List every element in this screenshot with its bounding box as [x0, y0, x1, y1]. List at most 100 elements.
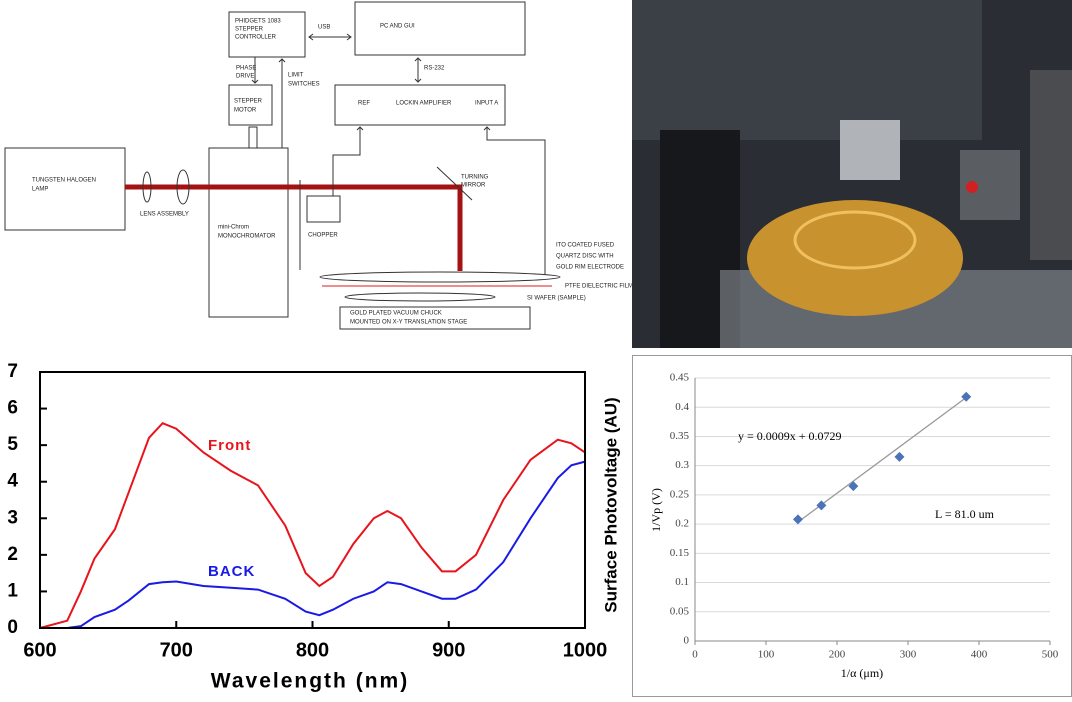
label: LAMP: [32, 187, 48, 193]
label: REF: [358, 101, 370, 107]
y-tick-label: 5: [7, 434, 18, 455]
lockin-box: [334, 84, 506, 126]
label: INPUT A: [475, 101, 498, 107]
photo-disc: [747, 200, 963, 316]
y-tick-label: 0.45: [670, 372, 690, 384]
x-tick-label: 600: [23, 639, 56, 661]
y-tick-label: 0.4: [675, 401, 689, 413]
label: LIMIT: [288, 73, 304, 79]
trendline: [797, 396, 967, 523]
label: MONOCHROMATOR: [218, 234, 276, 240]
label: PC AND GUI: [380, 24, 415, 30]
x-tick-label: 700: [160, 639, 193, 661]
y-tick-label: 4: [7, 471, 18, 492]
photo-electrode: [793, 210, 917, 270]
label: RS-232: [424, 66, 445, 72]
point: [792, 514, 803, 525]
y-tick-label: 0: [684, 635, 690, 647]
shaft: [248, 126, 258, 149]
scatter-panel: [632, 355, 1072, 697]
y-tick-label: 2: [7, 544, 18, 565]
label: LOCKIN AMPLIFIER: [396, 101, 452, 107]
mirror: [436, 166, 473, 201]
label: STEPPER: [235, 27, 264, 33]
x-tick-label: 200: [829, 649, 846, 661]
y-tick-label: 3: [7, 507, 18, 528]
x-tick-label: 400: [971, 649, 988, 661]
y-tick-label: 1: [7, 580, 18, 601]
point: [894, 451, 905, 462]
point: [961, 391, 972, 402]
y-axis-label: Surface Photovoltage (AU): [601, 397, 620, 612]
x-tick-label: 800: [296, 639, 329, 661]
label: ITO COATED FUSED: [556, 243, 615, 249]
label: mini-Chrom: [218, 225, 249, 231]
controller-box: [228, 11, 306, 58]
x-tick-label: 1000: [563, 639, 608, 661]
photo: [632, 0, 1072, 348]
lens: [176, 169, 190, 205]
label: PTFE DIELECTRIC FILM: [565, 284, 633, 290]
label: GOLD PLATED VACUUM CHUCK: [350, 311, 442, 317]
photo-knob: [966, 181, 978, 193]
si-wafer: [344, 292, 496, 302]
y-tick-label: 0: [7, 617, 18, 638]
y-tick-label: 0.3: [675, 459, 689, 471]
series-label: BACK: [208, 563, 255, 580]
label: GOLD RIM ELECTRODE: [556, 265, 624, 271]
photo-stage: [1030, 70, 1072, 260]
photo-wall: [632, 0, 982, 140]
label: TUNGSTEN HALOGEN: [32, 178, 96, 184]
arrow: [332, 126, 364, 196]
label: SWITCHES: [288, 82, 320, 88]
label: MOTOR: [234, 108, 257, 114]
label: PHIDGETS 1083: [235, 19, 281, 25]
pc-box: [354, 1, 526, 56]
y-tick-label: 0.05: [670, 605, 690, 617]
data-line: [39, 422, 586, 629]
lens: [142, 171, 152, 203]
label: SI WAFER (SAMPLE): [527, 296, 586, 302]
x-tick-label: 0: [692, 649, 698, 661]
quartz-disc: [319, 271, 561, 283]
label: USB: [318, 25, 330, 31]
motor-box: [228, 84, 273, 126]
label: DRIVE: [236, 74, 254, 80]
arrow: [414, 57, 422, 83]
chopper-box: [306, 195, 341, 223]
y-tick-label: 6: [7, 398, 18, 419]
arrow: [483, 126, 546, 275]
point: [816, 500, 827, 511]
annotation: L = 81.0 um: [935, 507, 995, 521]
y-tick-label: 0.2: [675, 518, 689, 530]
y-tick-label: 0.25: [670, 488, 690, 500]
arrow: [278, 58, 286, 148]
y-tick-label: 0.35: [670, 430, 690, 442]
y-tick-label: 0.1: [675, 576, 689, 588]
photo-probe: [840, 120, 900, 180]
x-axis-label: Wavelength (nm): [211, 670, 409, 693]
label: LENS ASSEMBLY: [140, 212, 189, 218]
x-tick-label: 900: [432, 639, 465, 661]
x-tick-label: 300: [900, 649, 917, 661]
monochromator-box: [208, 147, 289, 318]
x-axis-label: 1/α (μm): [841, 666, 883, 680]
y-tick-label: 7: [7, 361, 18, 382]
label: PHASE: [236, 66, 256, 72]
point: [848, 481, 859, 492]
lamp-box: [4, 147, 126, 231]
x-tick-label: 100: [758, 649, 775, 661]
label: CHOPPER: [308, 233, 338, 239]
setup-diagram: PHIDGETS 1083 STEPPER CONTROLLER USB PC …: [4, 1, 633, 330]
label: QUARTZ DISC WITH: [556, 254, 614, 260]
y-tick-label: 0.15: [670, 547, 690, 559]
label: CONTROLLER: [235, 35, 277, 41]
chuck-box: [339, 306, 531, 330]
y-axis-label: 1/Vp (V): [649, 488, 663, 532]
series-label: Front: [208, 437, 251, 454]
label: MIRROR: [461, 183, 486, 189]
x-tick-label: 500: [1042, 649, 1059, 661]
label: MOUNTED ON X-Y TRANSLATION STAGE: [350, 320, 467, 326]
